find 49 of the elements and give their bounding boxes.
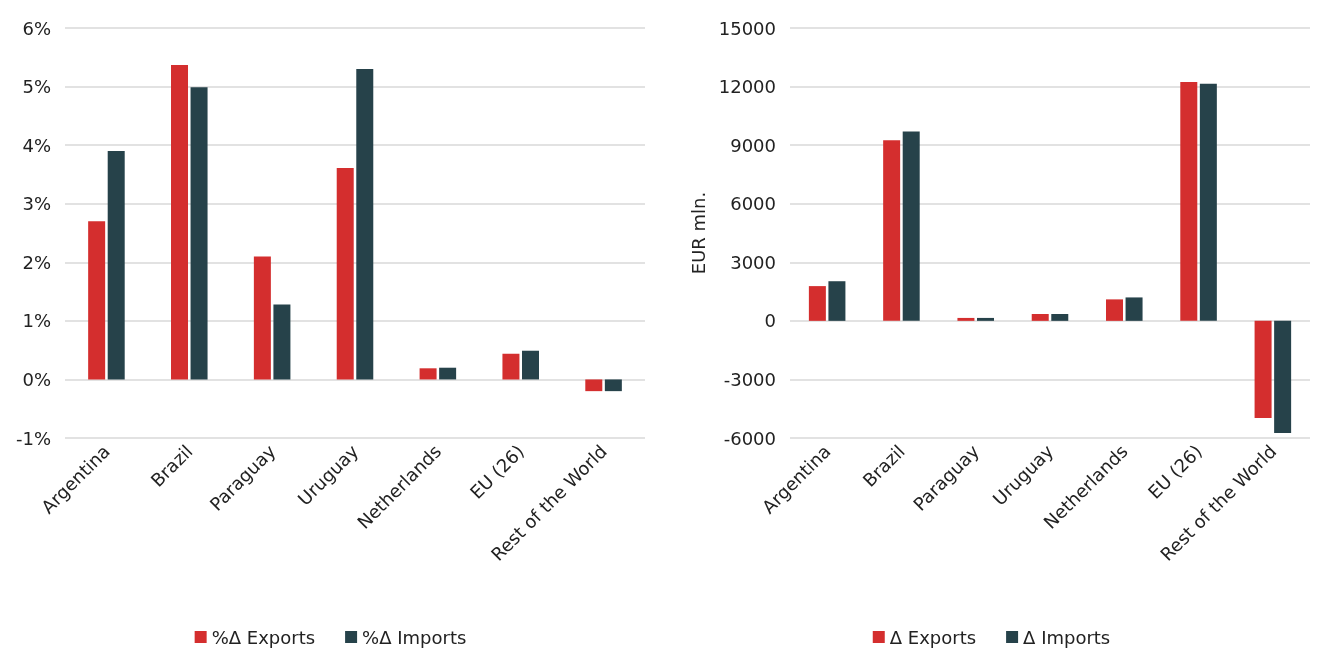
legend-label: Δ Imports	[1023, 626, 1111, 648]
y-axis-title: EUR mln.	[688, 191, 710, 275]
bar	[883, 140, 901, 321]
y-tick-label: -1%	[15, 427, 51, 449]
y-tick-label: 2%	[22, 251, 51, 273]
y-tick-label: 12000	[718, 76, 776, 98]
bar	[190, 87, 208, 380]
bar	[253, 256, 271, 380]
legend-label: %Δ Imports	[362, 626, 467, 648]
y-tick-label: 0	[764, 310, 776, 332]
bar	[439, 367, 457, 380]
y-tick-label: -6000	[723, 427, 776, 449]
bar	[273, 304, 291, 380]
bar	[828, 281, 846, 321]
bar	[1106, 299, 1124, 321]
bar	[502, 353, 520, 380]
bar	[88, 221, 106, 380]
bar	[1199, 83, 1217, 321]
bar	[521, 350, 539, 380]
bar	[1051, 314, 1069, 321]
y-tick-label: 3%	[22, 193, 51, 215]
y-tick-label: 5%	[22, 76, 51, 98]
bar	[976, 317, 994, 321]
bar	[107, 151, 125, 380]
bar	[336, 167, 354, 380]
bar	[808, 286, 826, 321]
y-tick-label: 3000	[730, 251, 776, 273]
legend-label: Δ Exports	[889, 626, 977, 648]
bar	[957, 317, 975, 321]
y-tick-label: 6000	[730, 193, 776, 215]
bar	[1274, 320, 1292, 433]
bar	[419, 368, 437, 380]
bar	[1031, 314, 1049, 321]
bar	[604, 379, 622, 392]
y-tick-label: 4%	[22, 134, 51, 156]
legend-label: %Δ Exports	[211, 626, 316, 648]
bar	[1180, 81, 1198, 321]
y-tick-label: 1%	[22, 310, 51, 332]
y-tick-label: -3000	[723, 368, 776, 390]
bar	[902, 131, 920, 321]
bar	[585, 379, 603, 392]
y-tick-label: 15000	[718, 17, 776, 39]
y-tick-label: 0%	[22, 368, 51, 390]
bar	[1125, 297, 1143, 321]
bar	[1254, 320, 1272, 419]
bar	[171, 64, 189, 380]
y-tick-label: 6%	[22, 17, 51, 39]
y-tick-label: 9000	[730, 134, 776, 156]
bar	[356, 69, 374, 380]
